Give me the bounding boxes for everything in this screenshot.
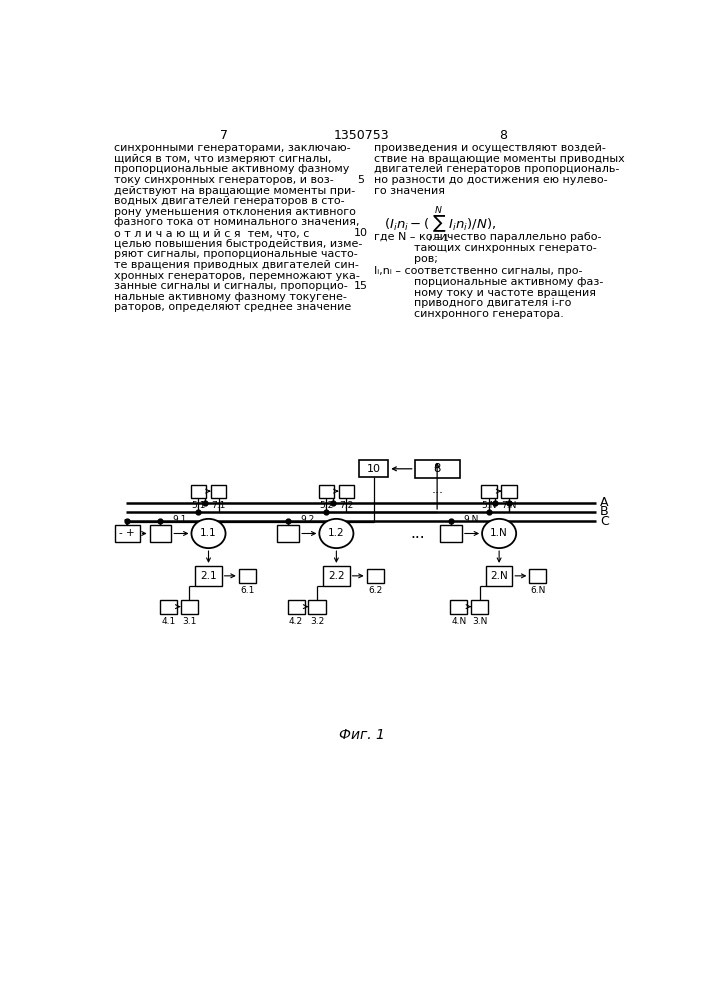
Bar <box>501 485 517 498</box>
Text: 9.N: 9.N <box>464 515 479 524</box>
Text: - +: - + <box>119 528 135 538</box>
Ellipse shape <box>320 519 354 548</box>
Text: целью повышения быстродействия, изме-: целью повышения быстродействия, изме- <box>114 239 362 249</box>
Text: произведения и осуществляют воздей-: произведения и осуществляют воздей- <box>373 143 605 153</box>
Bar <box>481 485 497 498</box>
Text: току синхронных генераторов, и воз-: току синхронных генераторов, и воз- <box>114 175 334 185</box>
Bar <box>195 566 222 586</box>
Text: 6.2: 6.2 <box>368 586 382 595</box>
Text: двигателей генераторов пропорциональ-: двигателей генераторов пропорциональ- <box>373 164 619 174</box>
Text: A: A <box>600 496 609 509</box>
Text: 3.2: 3.2 <box>310 617 324 626</box>
Text: хронных генераторов, перемножают ука-: хронных генераторов, перемножают ука- <box>114 271 360 281</box>
Text: нальные активному фазному токугене-: нальные активному фазному токугене- <box>114 292 347 302</box>
Text: ствие на вращающие моменты приводных: ствие на вращающие моменты приводных <box>373 154 624 164</box>
Bar <box>211 485 226 498</box>
Text: ров;: ров; <box>414 254 438 264</box>
Text: 1.N: 1.N <box>490 528 508 538</box>
Text: 4.2: 4.2 <box>289 617 303 626</box>
Text: но разности до достижения ею нулево-: но разности до достижения ею нулево- <box>373 175 607 185</box>
Text: 1.1: 1.1 <box>200 528 217 538</box>
Text: 7: 7 <box>220 129 228 142</box>
Text: 5.1: 5.1 <box>191 501 206 510</box>
Bar <box>472 600 489 614</box>
Text: 5: 5 <box>358 175 365 185</box>
Bar <box>367 569 384 583</box>
Text: 3.1: 3.1 <box>182 617 197 626</box>
Text: 5.2: 5.2 <box>319 501 334 510</box>
Text: те вращения приводных двигателей син-: те вращения приводных двигателей син- <box>114 260 359 270</box>
Text: тающих синхронных генерато-: тающих синхронных генерато- <box>414 243 597 253</box>
Text: 4.N: 4.N <box>451 617 467 626</box>
Text: 10: 10 <box>366 464 380 474</box>
Text: го значения: го значения <box>373 186 445 196</box>
Text: где N – количество параллельно рабо-: где N – количество параллельно рабо- <box>373 232 601 242</box>
Text: 2.2: 2.2 <box>328 571 345 581</box>
Text: ...: ... <box>411 526 425 541</box>
Text: водных двигателей генераторов в сто-: водных двигателей генераторов в сто- <box>114 196 344 206</box>
Text: 1350753: 1350753 <box>334 129 390 142</box>
Text: 10: 10 <box>354 228 368 238</box>
Text: 2.1: 2.1 <box>200 571 217 581</box>
Text: Фиг. 1: Фиг. 1 <box>339 728 385 742</box>
Bar <box>160 600 177 614</box>
Text: щийся в том, что измеряют сигналы,: щийся в том, что измеряют сигналы, <box>114 154 332 164</box>
Text: рону уменьшения отклонения активного: рону уменьшения отклонения активного <box>114 207 356 217</box>
Text: раторов, определяют среднее значение: раторов, определяют среднее значение <box>114 302 351 312</box>
Bar <box>180 600 198 614</box>
Text: 7.N: 7.N <box>501 501 517 510</box>
Text: приводного двигателя i-го: приводного двигателя i-го <box>414 298 571 308</box>
Bar <box>359 460 388 477</box>
Text: о т л и ч а ю щ и й с я  тем, что, с: о т л и ч а ю щ и й с я тем, что, с <box>114 228 310 238</box>
Text: синхронными генераторами, заключаю-: синхронными генераторами, заключаю- <box>114 143 351 153</box>
Bar <box>239 569 256 583</box>
Text: ному току и частоте вращения: ному току и частоте вращения <box>414 288 596 298</box>
Bar <box>150 525 171 542</box>
Text: 4.1: 4.1 <box>161 617 175 626</box>
Text: 2.N: 2.N <box>490 571 508 581</box>
Text: 8: 8 <box>433 462 440 475</box>
Bar <box>115 525 139 542</box>
Text: C: C <box>600 515 609 528</box>
Bar <box>486 566 513 586</box>
Text: $(I_i n_i - (\sum_{i=1}^{N} I_i n_i)/N),$: $(I_i n_i - (\sum_{i=1}^{N} I_i n_i)/N),… <box>385 205 497 245</box>
Bar <box>414 460 460 478</box>
Text: 5.N: 5.N <box>481 501 497 510</box>
Bar <box>191 485 206 498</box>
Bar <box>288 600 305 614</box>
Text: фазного тока от номинального значения,: фазного тока от номинального значения, <box>114 217 359 227</box>
Text: 6.N: 6.N <box>530 586 546 595</box>
Bar <box>319 485 334 498</box>
Text: 8: 8 <box>499 129 507 142</box>
Bar <box>323 566 349 586</box>
Text: 9.1: 9.1 <box>173 515 187 524</box>
Text: ...: ... <box>431 483 443 496</box>
Bar <box>308 600 325 614</box>
Text: 6.1: 6.1 <box>240 586 255 595</box>
Text: занные сигналы и сигналы, пропорцио-: занные сигналы и сигналы, пропорцио- <box>114 281 348 291</box>
Bar <box>339 485 354 498</box>
Text: 7.2: 7.2 <box>339 501 354 510</box>
Text: 15: 15 <box>354 281 368 291</box>
Ellipse shape <box>192 519 226 548</box>
Text: ряют сигналы, пропорциональные часто-: ряют сигналы, пропорциональные часто- <box>114 249 358 259</box>
Text: B: B <box>600 505 609 518</box>
Text: пропорциональные активному фазному: пропорциональные активному фазному <box>114 164 349 174</box>
Text: 3.N: 3.N <box>472 617 487 626</box>
Ellipse shape <box>482 519 516 548</box>
Text: 7.1: 7.1 <box>211 501 226 510</box>
Text: 1.2: 1.2 <box>328 528 345 538</box>
Bar <box>277 525 299 542</box>
Text: действуют на вращающие моменты при-: действуют на вращающие моменты при- <box>114 186 355 196</box>
Bar <box>530 569 547 583</box>
Text: порциональные активному фаз-: порциональные активному фаз- <box>414 277 603 287</box>
Text: синхронного генератора.: синхронного генератора. <box>414 309 563 319</box>
Bar <box>440 525 462 542</box>
Text: 9.2: 9.2 <box>300 515 315 524</box>
Text: Iᵢ,nᵢ – соответственно сигналы, про-: Iᵢ,nᵢ – соответственно сигналы, про- <box>373 266 582 276</box>
Bar <box>450 600 467 614</box>
